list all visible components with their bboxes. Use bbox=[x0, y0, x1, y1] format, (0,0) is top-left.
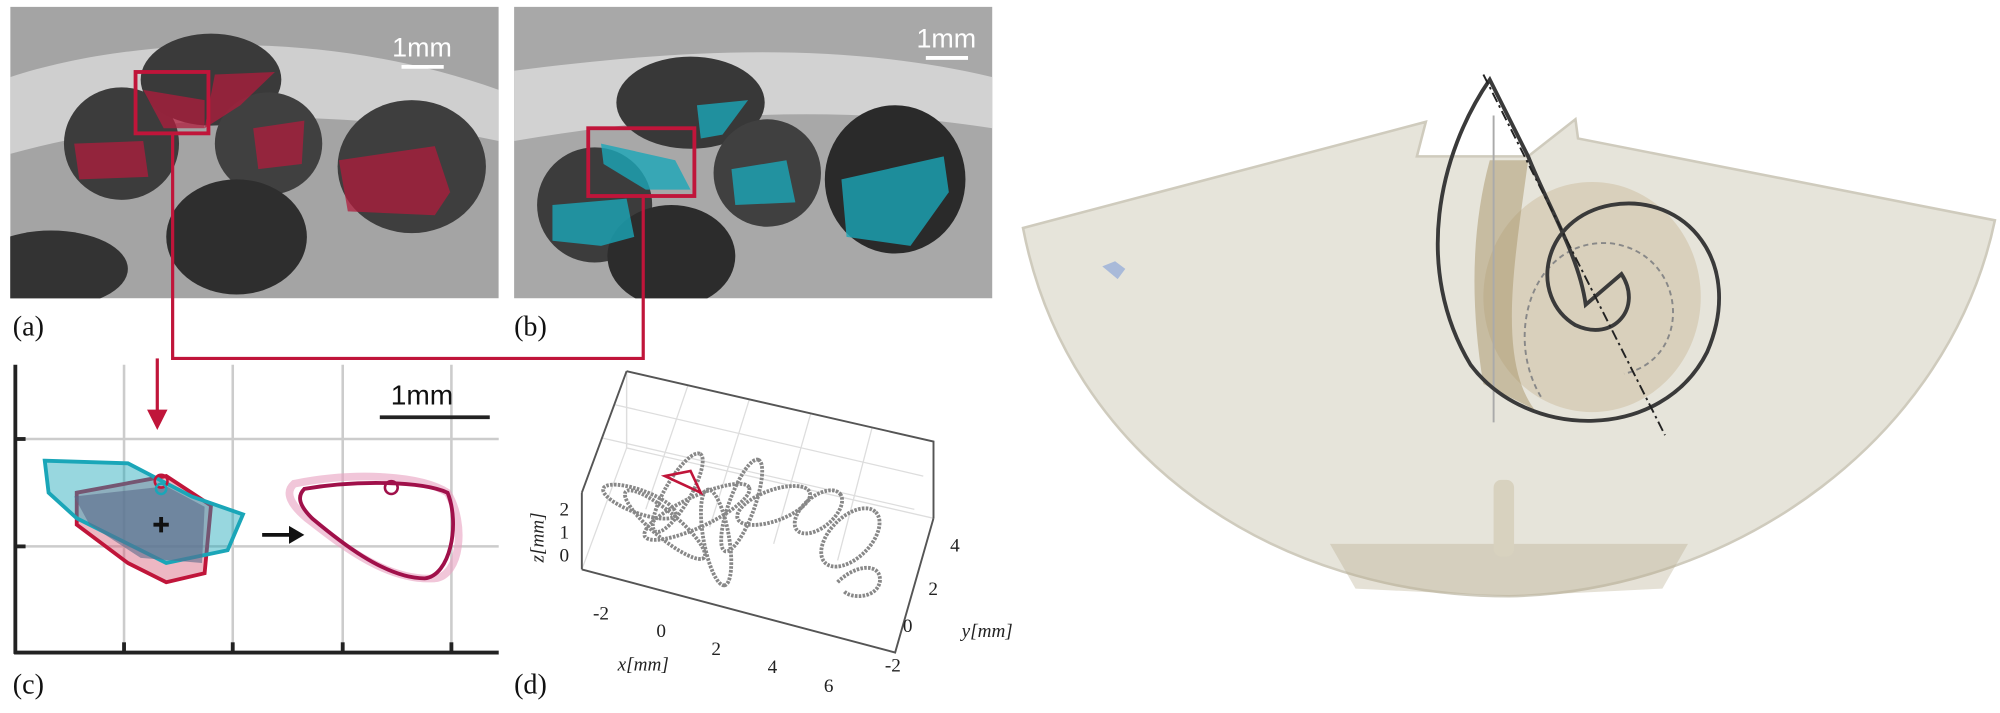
shape bbox=[285, 472, 463, 583]
shape bbox=[586, 126, 697, 198]
shape bbox=[171, 133, 645, 361]
shape bbox=[623, 488, 707, 561]
shape bbox=[153, 473, 169, 489]
y-tick-label: 4 bbox=[950, 536, 960, 557]
shape bbox=[338, 146, 451, 216]
shape bbox=[1523, 242, 1674, 398]
shape bbox=[10, 230, 128, 299]
z-tick-label: 0 bbox=[559, 546, 569, 567]
scale-bar-label: 1mm bbox=[916, 24, 976, 54]
shape bbox=[836, 427, 873, 561]
shape bbox=[841, 156, 949, 246]
shape bbox=[696, 100, 749, 139]
shape bbox=[699, 487, 734, 588]
shape bbox=[600, 437, 915, 510]
scale-bar-label: 1mm bbox=[391, 379, 454, 410]
panel-b-image bbox=[514, 6, 993, 299]
scale-bar-label: 1mm bbox=[392, 33, 452, 63]
shape bbox=[836, 566, 882, 598]
panel-c-plot bbox=[13, 364, 499, 655]
shape bbox=[1329, 543, 1688, 597]
shape bbox=[580, 370, 935, 654]
shape bbox=[289, 525, 305, 544]
shape bbox=[1493, 479, 1515, 557]
shape bbox=[601, 143, 691, 190]
x-tick-label: 4 bbox=[768, 657, 778, 678]
shape bbox=[552, 198, 635, 246]
y-tick-label: 0 bbox=[903, 616, 913, 637]
shape bbox=[153, 516, 169, 533]
shape bbox=[626, 370, 935, 519]
shape bbox=[1102, 261, 1126, 280]
z-tick-label: 1 bbox=[559, 523, 569, 544]
x-tick-label: 2 bbox=[711, 639, 721, 660]
shape bbox=[74, 141, 149, 180]
y-tick-label: 2 bbox=[928, 579, 938, 600]
shape bbox=[166, 179, 307, 295]
x-tick-label: -2 bbox=[593, 603, 609, 624]
shape bbox=[154, 482, 168, 496]
shape bbox=[581, 518, 935, 654]
shape bbox=[607, 204, 736, 299]
shape bbox=[625, 370, 935, 520]
connector-arrow bbox=[147, 409, 168, 431]
x-tick-label: 0 bbox=[656, 621, 666, 642]
z-axis-label: z[mm] bbox=[527, 512, 548, 563]
shape bbox=[601, 451, 882, 598]
shape bbox=[645, 385, 689, 510]
shape bbox=[660, 469, 704, 496]
y-tick-label: -2 bbox=[885, 656, 901, 677]
shape bbox=[709, 399, 750, 528]
shape bbox=[298, 481, 455, 581]
shape bbox=[650, 451, 705, 534]
shape bbox=[819, 506, 882, 569]
shape bbox=[735, 484, 813, 527]
shape bbox=[253, 120, 305, 170]
tick-labels: -2 0 2 4 6 -2 0 2 4 0 1 2 bbox=[559, 500, 960, 697]
shape bbox=[383, 479, 399, 496]
cochlea-model-photo bbox=[1021, 74, 1997, 598]
shape bbox=[731, 160, 796, 205]
shape bbox=[74, 486, 205, 564]
panel-label: (a) bbox=[13, 311, 44, 342]
shape bbox=[773, 413, 812, 545]
x-axis-label: x[mm] bbox=[617, 654, 669, 675]
z-tick-label: 2 bbox=[559, 500, 569, 521]
shape bbox=[613, 403, 924, 477]
shape bbox=[719, 457, 765, 554]
shape bbox=[204, 71, 275, 129]
x-tick-label: 6 bbox=[824, 676, 834, 697]
shape bbox=[581, 370, 628, 570]
y-axis-label: y[mm] bbox=[960, 621, 1013, 642]
shape bbox=[13, 364, 499, 655]
shape bbox=[1474, 160, 1535, 410]
shape bbox=[1482, 74, 1666, 436]
panel-d-plot bbox=[580, 370, 935, 654]
shape bbox=[792, 488, 845, 536]
shape bbox=[601, 482, 678, 521]
panel-a-image bbox=[10, 6, 499, 299]
panel-label: (b) bbox=[514, 311, 547, 342]
connector bbox=[155, 133, 645, 413]
shape bbox=[1435, 75, 1721, 423]
panel-label: (d) bbox=[514, 669, 547, 700]
panel-label: (c) bbox=[13, 669, 44, 700]
shape bbox=[580, 370, 628, 494]
